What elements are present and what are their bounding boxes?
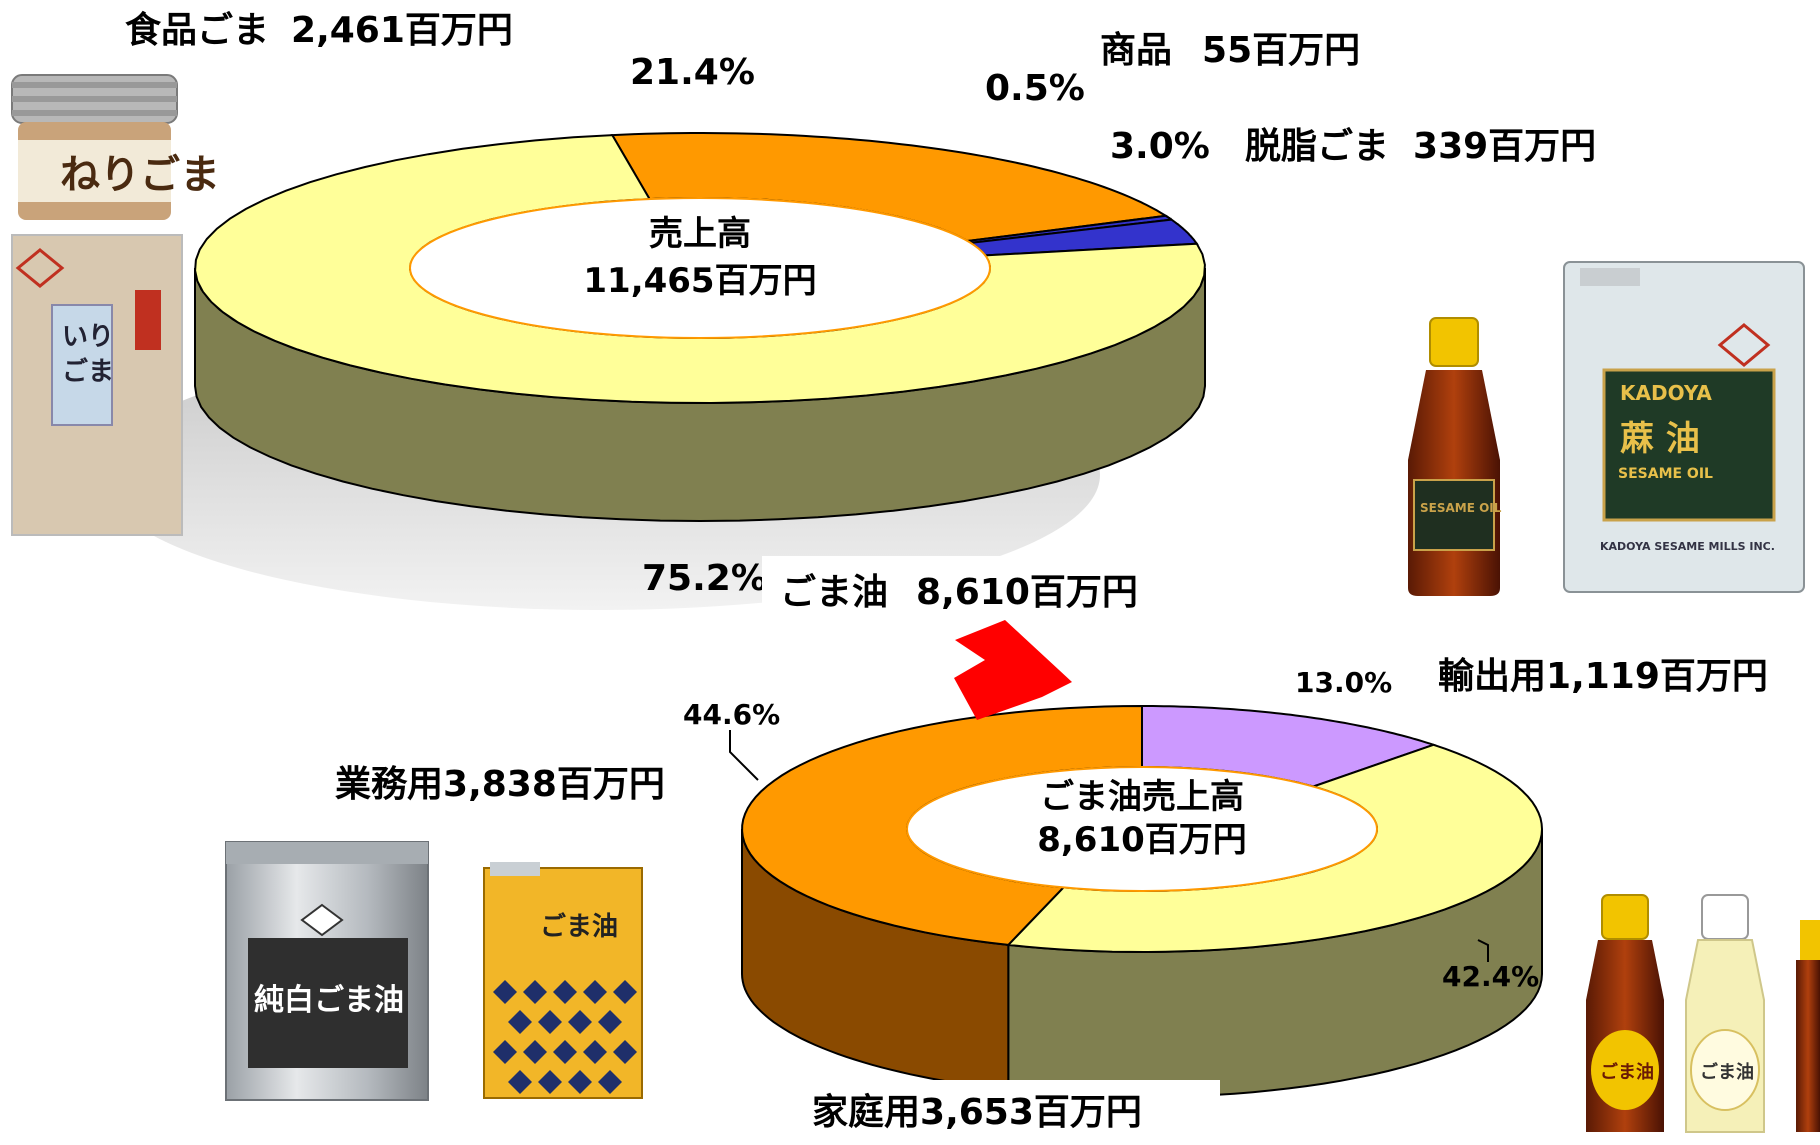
svg-text:純白ごま油: 純白ごま油 bbox=[254, 983, 404, 1018]
chart2-slice-1-label-bg bbox=[800, 1080, 1220, 1138]
chart1-center-label-line1: 売上高 bbox=[649, 214, 751, 254]
svg-text:ごま油: ごま油 bbox=[540, 911, 618, 942]
bottle-icon: ごま油 bbox=[1586, 894, 1664, 1132]
chart1-slice-1-label: 商品 55百万円 bbox=[1100, 30, 1360, 71]
svg-text:ごま: ごま bbox=[62, 356, 114, 387]
chart2-slice-1-percent: 42.4% bbox=[1442, 960, 1539, 993]
chart1-slice-2-label: 脱脂ごま 339百万円 bbox=[1245, 126, 1596, 167]
svg-text:ごま油: ごま油 bbox=[1600, 1061, 1654, 1083]
chart2-center-label-line1: ごま油売上高 bbox=[1040, 777, 1244, 817]
chart1-center-label-line2: 11,465百万円 bbox=[583, 261, 816, 301]
chart2-slice-2-leader bbox=[729, 730, 759, 781]
chart2-slice-2-percent: 44.6% bbox=[683, 698, 780, 731]
chart1-slice-1-percent: 0.5% bbox=[985, 68, 1085, 109]
chart2-donut bbox=[741, 704, 1544, 1099]
chart1-donut bbox=[194, 132, 1206, 523]
can-icon: 純白ごま油 bbox=[225, 841, 429, 1101]
chart1-slice-2-percent: 3.0% bbox=[1110, 126, 1210, 167]
chart1-center-hole bbox=[409, 197, 991, 339]
chart1-slice-3-label: ごま油 8,610百万円 bbox=[780, 572, 1138, 613]
svg-text:SESAME OIL: SESAME OIL bbox=[1420, 501, 1502, 515]
bottle-icon: SESAME OIL bbox=[1408, 317, 1502, 596]
chart2-slice-0-percent: 13.0% bbox=[1295, 666, 1392, 699]
chart1-slice-0-percent: 21.4% bbox=[630, 52, 755, 93]
chart1-slice-0-label: 食品ごま 2,461百万円 bbox=[125, 10, 513, 51]
chart2-slice-1-leader bbox=[1477, 939, 1489, 962]
svg-text:KADOYA SESAME MILLS INC.: KADOYA SESAME MILLS INC. bbox=[1600, 540, 1775, 553]
chart2-slice-2-label: 業務用3,838百万円 bbox=[335, 764, 665, 805]
bag-icon: いり ごま bbox=[11, 234, 183, 536]
tin-icon: KADOYA 蔴 油 SESAME OIL KADOYA SESAME MILL… bbox=[1563, 261, 1805, 593]
bottle-icon: ごま油 bbox=[1685, 894, 1765, 1133]
chart2-slice-1-label: 家庭用3,653百万円 bbox=[812, 1092, 1142, 1133]
svg-text:いり: いり bbox=[62, 322, 114, 352]
tin-icon: ごま油 bbox=[483, 862, 643, 1099]
bottle-icon bbox=[1796, 920, 1820, 1132]
chart2-center-hole bbox=[906, 766, 1378, 892]
chart2-slice-0-label: 輸出用1,119百万円 bbox=[1438, 656, 1768, 697]
svg-text:KADOYA: KADOYA bbox=[1620, 381, 1712, 405]
chart1-slice-3-label-bg bbox=[762, 556, 1182, 618]
chart1-slice-3-percent: 75.2% bbox=[642, 558, 767, 599]
arrow-down-icon bbox=[954, 620, 1072, 720]
chart2-center-label-line2: 8,610百万円 bbox=[1037, 820, 1247, 860]
svg-text:蔴 油: 蔴 油 bbox=[1620, 419, 1700, 459]
svg-text:SESAME OIL: SESAME OIL bbox=[1618, 466, 1713, 482]
svg-text:ねりごま: ねりごま bbox=[60, 151, 220, 198]
jar-icon: ねりごま bbox=[11, 74, 220, 220]
svg-text:ごま油: ごま油 bbox=[1700, 1061, 1754, 1083]
